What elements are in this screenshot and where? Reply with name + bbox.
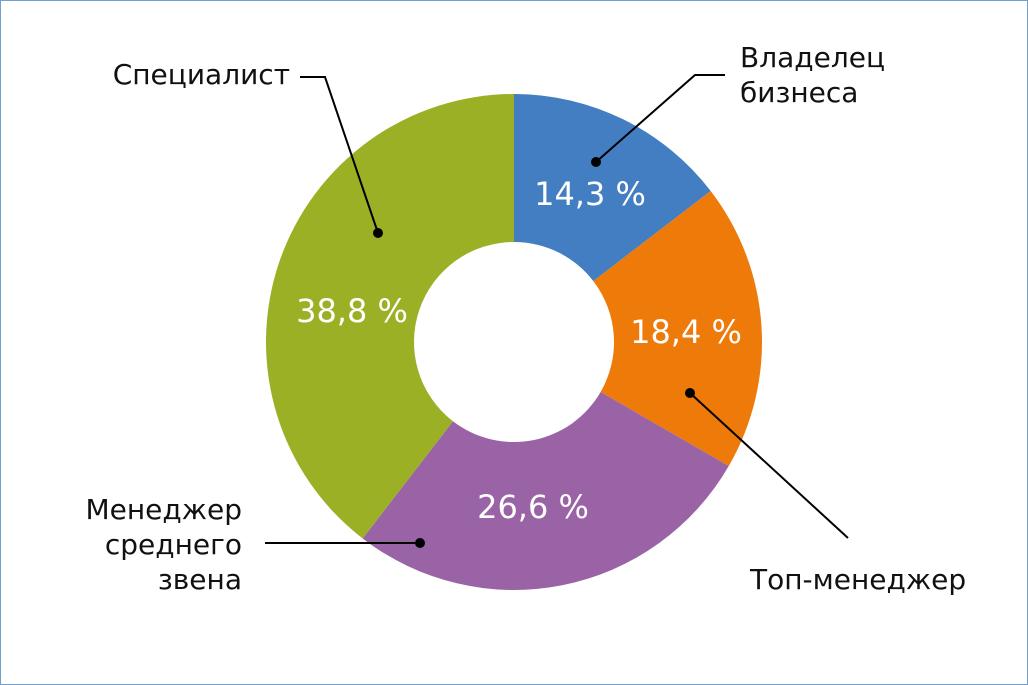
leader-dot [415, 538, 425, 548]
category-label: Менеджер среднего звена [85, 493, 242, 596]
value-label: 14,3 % [534, 175, 646, 213]
donut-segment [514, 94, 711, 282]
value-label: 38,8 % [296, 292, 408, 330]
leader-dot [373, 228, 383, 238]
category-label: Специалист [112, 58, 290, 91]
leader-dot [685, 388, 695, 398]
leader-line [595, 74, 725, 163]
donut-segment [593, 190, 762, 466]
leader-line [689, 392, 849, 539]
donut-segment [362, 392, 729, 590]
leader-line [300, 76, 379, 234]
segments [265, 93, 762, 590]
value-label: 26,6 % [477, 488, 589, 526]
donut-segment [265, 93, 514, 539]
category-label: Владелец бизнеса [740, 41, 886, 109]
value-label: 18,4 % [630, 313, 742, 351]
leader-dot [591, 157, 601, 167]
category-label: Топ-менеджер [750, 563, 967, 596]
leaders [265, 74, 849, 548]
